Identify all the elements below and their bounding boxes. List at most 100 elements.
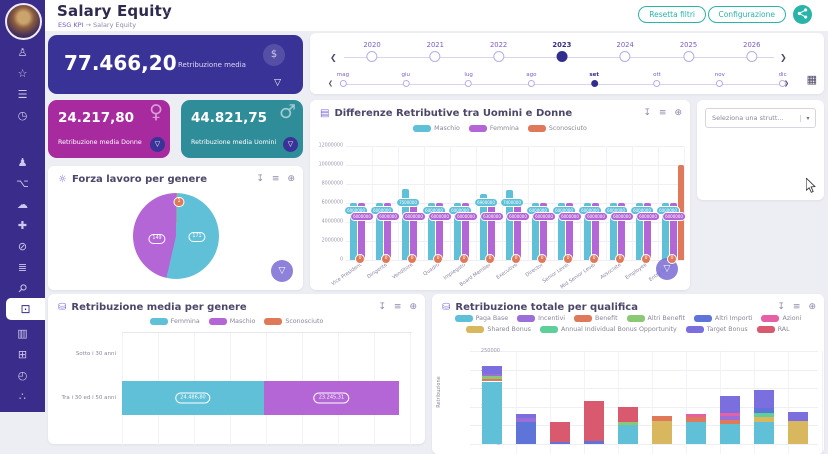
legend-item-sconosciuto[interactable]: Sconosciuto xyxy=(264,318,323,325)
stack-seg-benefit[interactable] xyxy=(482,378,502,382)
zoom-in-icon[interactable]: ⊕ xyxy=(674,108,682,118)
bar-maschio[interactable] xyxy=(350,203,357,260)
calendar-icon[interactable]: ▦ xyxy=(806,73,817,86)
filters-icon[interactable]: ☰ xyxy=(17,88,28,101)
history-icon[interactable]: ◷ xyxy=(17,109,28,122)
bar-femmina[interactable] xyxy=(618,203,625,260)
stack-seg-shared_bonus[interactable] xyxy=(788,420,808,444)
user-avatar[interactable] xyxy=(5,3,42,40)
package-icon[interactable]: ⊞ xyxy=(17,348,28,361)
list-icon[interactable]: ≡ xyxy=(271,174,280,184)
stack-seg-annual_bonus[interactable] xyxy=(754,412,774,418)
stack-seg-target_bonus[interactable] xyxy=(788,411,808,421)
bar-maschio[interactable] xyxy=(428,203,435,260)
legend-item-paga-base[interactable]: Paga Base xyxy=(454,315,508,322)
filter-icon[interactable]: ▽ xyxy=(274,78,281,88)
stack-seg-altri_importi[interactable] xyxy=(584,441,604,444)
stack-seg-target_bonus[interactable] xyxy=(516,414,536,418)
org-tree-icon[interactable]: ⌥ xyxy=(16,177,29,190)
month-dot[interactable] xyxy=(527,80,535,87)
stack-seg-benefit[interactable] xyxy=(652,416,672,421)
bar-femmina[interactable] xyxy=(592,203,599,260)
bar-maschio[interactable] xyxy=(584,203,591,260)
bar-femmina[interactable] xyxy=(384,203,391,260)
bar-maschio[interactable] xyxy=(506,189,513,260)
bar-femmina[interactable] xyxy=(670,203,677,260)
legend-item-femmina[interactable]: Femmina xyxy=(468,125,519,132)
chevron-left-icon[interactable]: ❮ xyxy=(328,80,334,87)
month-dot[interactable] xyxy=(402,80,410,87)
reset-filters-button[interactable]: Resetta filtri xyxy=(638,6,706,23)
bar-femmina[interactable] xyxy=(514,203,521,260)
breadcrumb-parent[interactable]: ESG KPI xyxy=(58,21,84,29)
legend-item-shared-bonus[interactable]: Shared Bonus xyxy=(466,326,531,333)
legend-item-ral[interactable]: RAL xyxy=(756,326,790,333)
stack-seg-ral[interactable] xyxy=(618,406,638,422)
stack-seg-incentivi[interactable] xyxy=(516,417,536,423)
share-icon[interactable]: ∴ xyxy=(19,390,26,403)
structure-select[interactable]: Seleziona una strutt... ▾ xyxy=(705,108,816,128)
cloud-icon[interactable]: ☁ xyxy=(17,198,28,211)
year-stop-2026[interactable]: 2026 xyxy=(743,41,760,62)
month-stop-lug[interactable]: lug xyxy=(464,72,473,87)
legend-item-maschio[interactable]: Maschio xyxy=(413,125,460,132)
year-stop-2022[interactable]: 2022 xyxy=(490,41,507,62)
year-dot[interactable] xyxy=(366,51,378,62)
month-stop-nov[interactable]: nov xyxy=(715,72,725,87)
stack-seg-benefit[interactable] xyxy=(720,419,740,424)
stack-seg-paga_base[interactable] xyxy=(686,422,706,444)
bar-maschio[interactable] xyxy=(532,203,539,260)
favorites-icon[interactable]: ☆ xyxy=(17,67,28,80)
download-icon[interactable]: ↧ xyxy=(777,302,785,312)
month-dot[interactable] xyxy=(465,80,473,87)
zoom-in-icon[interactable]: ⊕ xyxy=(409,302,417,312)
legend-item-annual-individual-bonus-opportunity[interactable]: Annual Individual Bonus Opportunity xyxy=(539,326,677,333)
stack-seg-paga_base[interactable] xyxy=(618,424,638,444)
year-dot[interactable] xyxy=(683,51,694,62)
year-dot[interactable] xyxy=(619,51,631,62)
stack-seg-altri_importi[interactable] xyxy=(550,442,570,444)
chevron-down-icon[interactable]: ⌄ xyxy=(163,6,172,17)
list-icon[interactable]: ≡ xyxy=(792,302,801,312)
bar-femmina[interactable] xyxy=(540,203,547,260)
month-dot[interactable] xyxy=(716,80,724,87)
month-stop-ago[interactable]: ago xyxy=(526,72,537,87)
list-icon[interactable]: ≡ xyxy=(393,302,402,312)
legend-item-benefit[interactable]: Benefit xyxy=(574,315,618,322)
bar-femmina[interactable] xyxy=(644,203,651,260)
clock-icon[interactable]: ◴ xyxy=(17,369,28,382)
filter-fab[interactable]: ▽ xyxy=(271,260,293,282)
stack-seg-paga_base[interactable] xyxy=(482,381,502,444)
legend-item-sconosciuto[interactable]: Sconosciuto xyxy=(527,125,587,132)
year-stop-2023[interactable]: 2023 xyxy=(552,41,571,62)
legend-item-maschio[interactable]: Maschio xyxy=(208,318,255,325)
bar-femmina[interactable] xyxy=(358,203,365,260)
stack-seg-altri_importi[interactable] xyxy=(754,408,774,413)
bar-femmina[interactable] xyxy=(462,203,469,260)
bar-maschio[interactable] xyxy=(402,188,409,260)
stack-seg-target_bonus[interactable] xyxy=(754,390,774,409)
user-icon[interactable]: ♙ xyxy=(17,46,28,59)
chevron-right-icon[interactable]: ❯ xyxy=(780,53,787,62)
bar-femmina[interactable] xyxy=(436,203,443,260)
legend-item-incentivi[interactable]: Incentivi xyxy=(517,315,565,322)
chevron-left-icon[interactable]: ❮ xyxy=(330,53,337,62)
month-dot-selected[interactable] xyxy=(590,80,598,87)
month-stop-ott[interactable]: ott xyxy=(653,72,661,87)
bar-maschio[interactable] xyxy=(454,203,461,260)
download-icon[interactable]: ↧ xyxy=(643,108,651,118)
legend-item-altri-importi[interactable]: Altri Importi xyxy=(693,315,752,322)
add-user-icon[interactable]: ✚ xyxy=(17,219,28,232)
year-dot[interactable] xyxy=(493,51,505,62)
year-stop-2024[interactable]: 2024 xyxy=(617,41,634,62)
team-icon[interactable]: ♟ xyxy=(17,156,28,169)
bar-femmina[interactable] xyxy=(566,203,573,260)
year-dot[interactable] xyxy=(429,51,441,62)
legend-item-target-bonus[interactable]: Target Bonus xyxy=(685,326,748,333)
stack-seg-azioni[interactable] xyxy=(720,413,740,417)
download-icon[interactable]: ↧ xyxy=(378,302,386,312)
stack-seg-ral[interactable] xyxy=(584,401,604,442)
download-icon[interactable]: ↧ xyxy=(256,174,264,184)
month-dot[interactable] xyxy=(653,80,661,87)
month-stop-giu[interactable]: giu xyxy=(402,72,410,87)
